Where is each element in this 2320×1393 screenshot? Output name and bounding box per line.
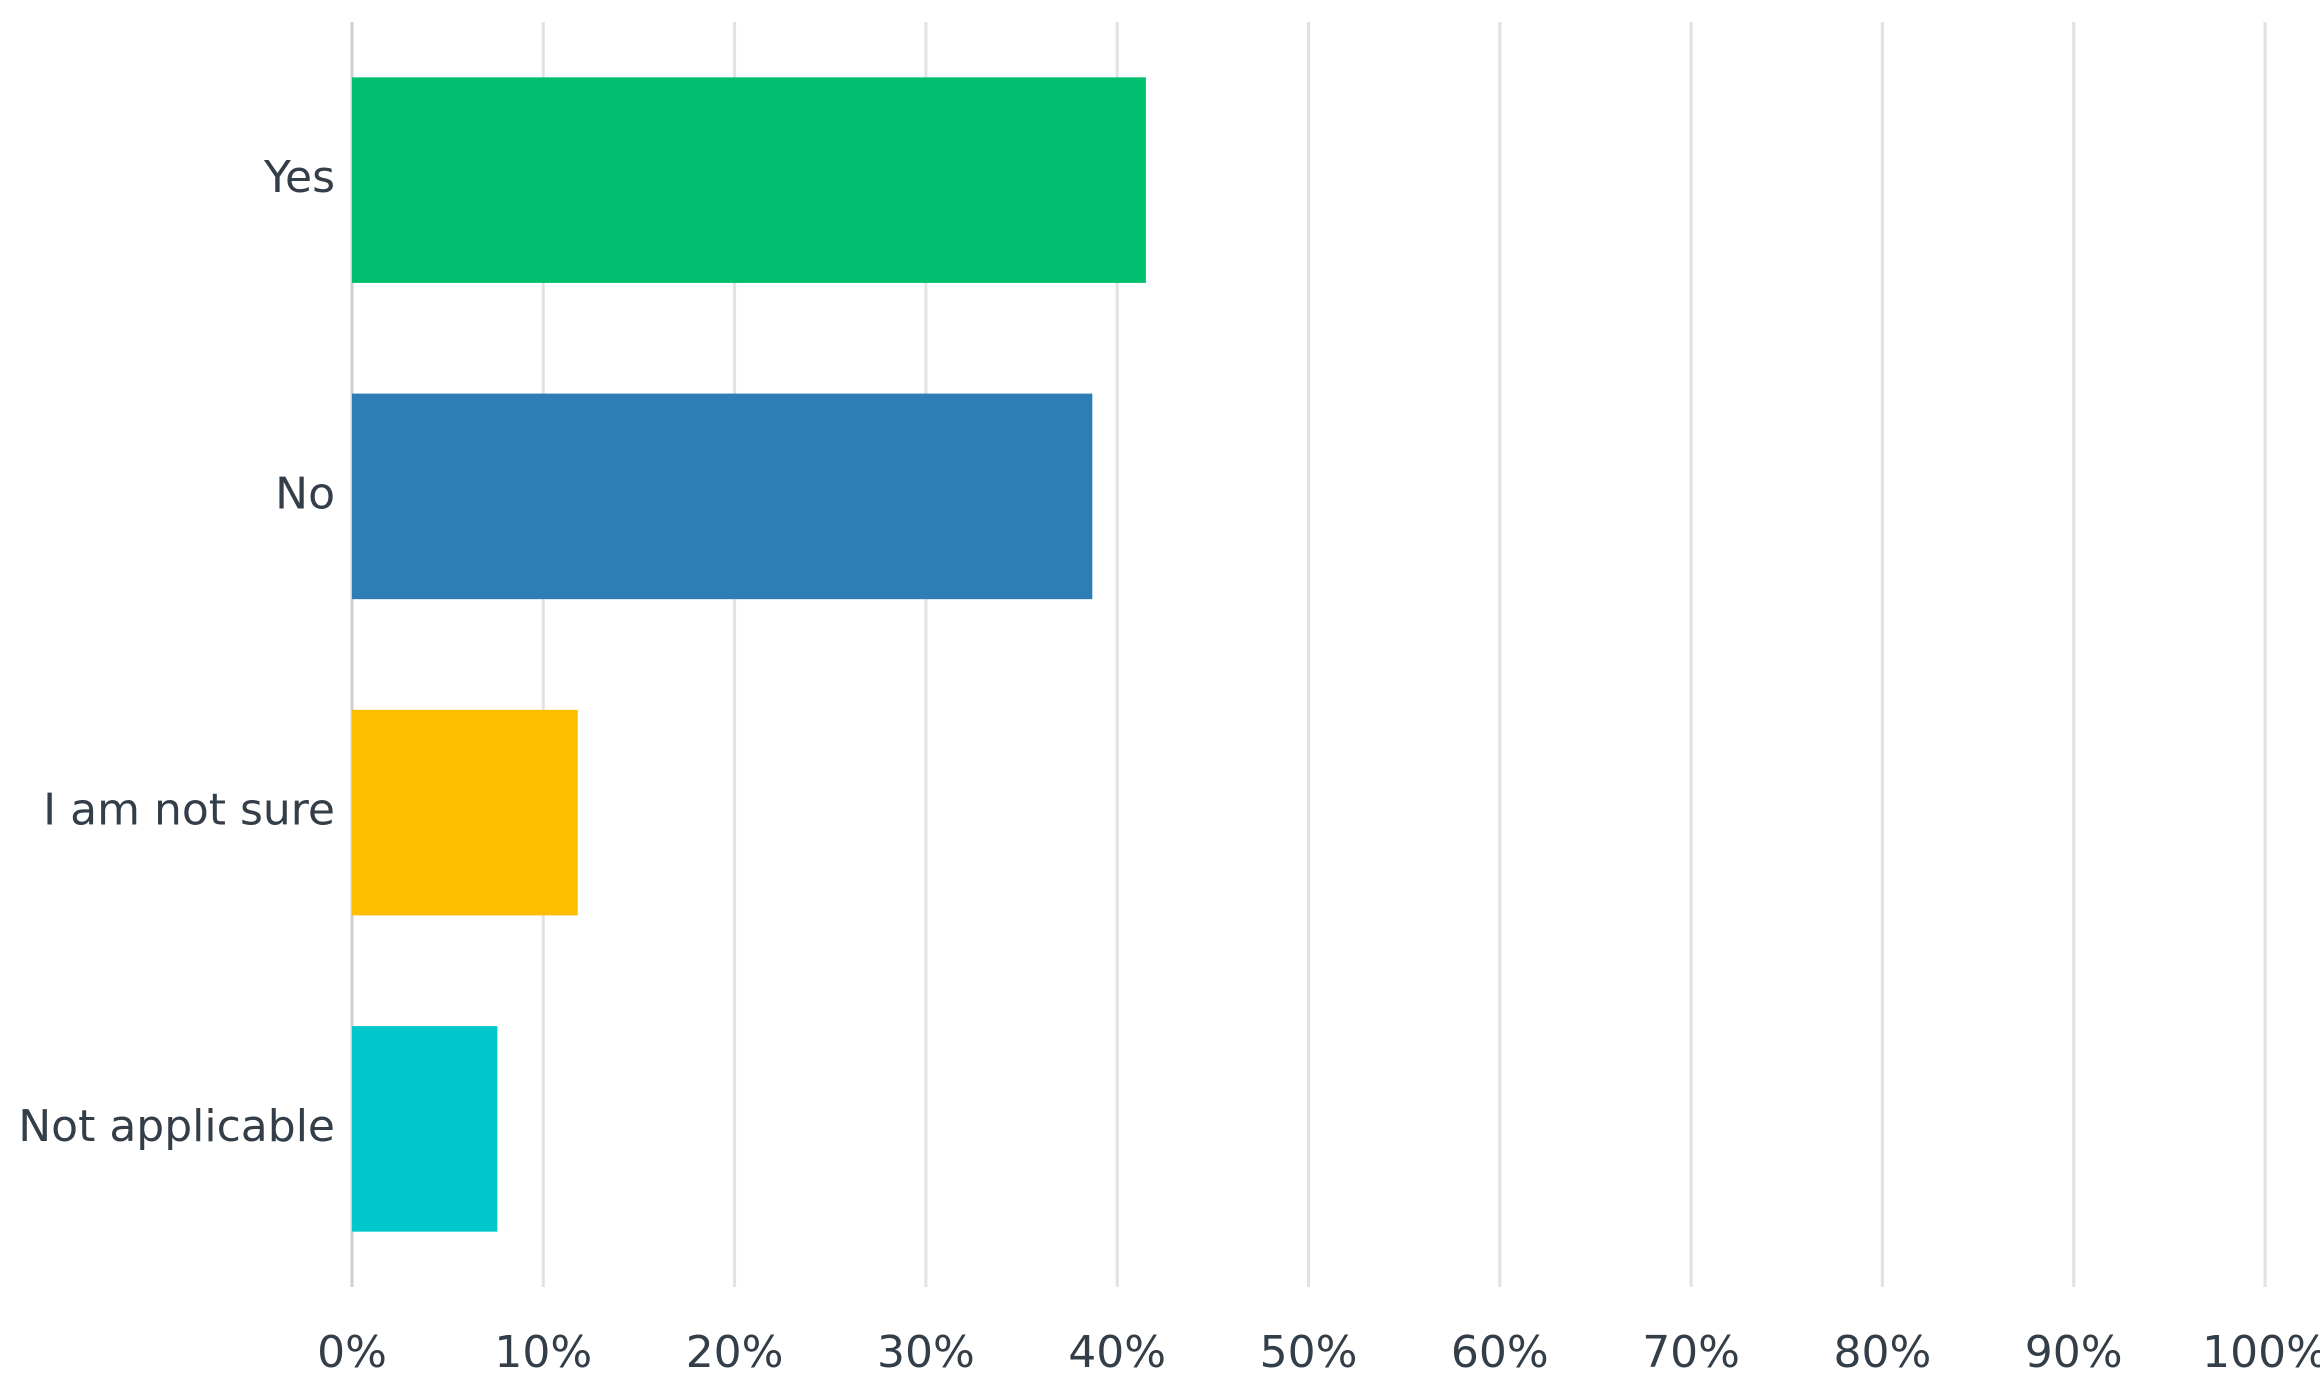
bar — [352, 393, 1093, 600]
y-tick-label: Yes — [263, 152, 335, 203]
bar — [352, 77, 1146, 283]
x-tick-label: 40% — [1068, 1327, 1166, 1378]
x-tick-label: 0% — [317, 1327, 387, 1378]
y-tick-label: No — [275, 468, 335, 519]
y-tick-label: I am not sure — [43, 785, 335, 836]
x-tick-label: 50% — [1260, 1327, 1358, 1378]
y-tick-label: Not applicable — [18, 1101, 335, 1152]
x-tick-label: 10% — [494, 1327, 592, 1378]
bar — [352, 709, 578, 916]
x-tick-label: 20% — [686, 1327, 784, 1378]
x-tick-label: 60% — [1451, 1327, 1549, 1378]
x-tick-label: 80% — [1834, 1327, 1932, 1378]
x-tick-label: 90% — [2025, 1327, 2123, 1378]
x-tick-label: 70% — [1642, 1327, 1740, 1378]
x-tick-label: 100% — [2202, 1327, 2320, 1378]
bar — [352, 1026, 498, 1232]
x-tick-label: 30% — [877, 1327, 975, 1378]
